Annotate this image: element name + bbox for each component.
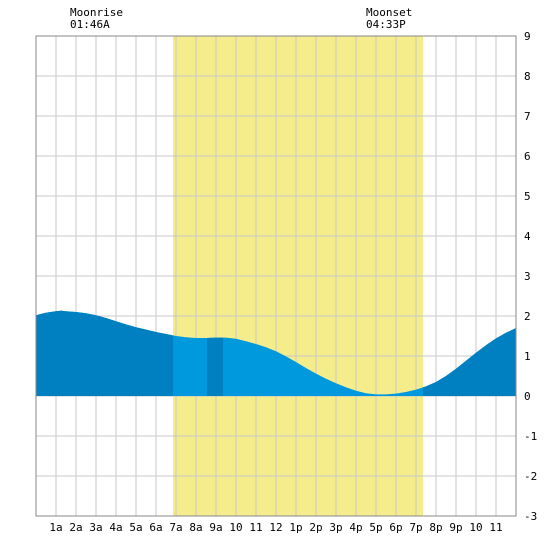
plot-border bbox=[35, 35, 517, 517]
x-tick-label-5: 6a bbox=[149, 521, 162, 534]
x-tick-label-15: 4p bbox=[349, 521, 362, 534]
x-axis-ticks: 1a 2a 3a 4a 5a 6a 7a 8a 9a 10 11 12 1p 2p 3p 4p 5p 6p 7p 8p… bbox=[49, 521, 502, 534]
tide-shade-band-2 bbox=[36, 310, 63, 396]
y-tick-label-10: 7 bbox=[524, 110, 531, 123]
x-tick-label-12: 1p bbox=[289, 521, 302, 534]
x-tick-label-4: 5a bbox=[129, 521, 142, 534]
x-tick-label-14: 3p bbox=[329, 521, 342, 534]
y-tick-label-6: 3 bbox=[524, 270, 531, 283]
x-tick-label-21: 10 bbox=[469, 521, 482, 534]
x-tick-label-1: 2a bbox=[69, 521, 82, 534]
y-tick-label-12: 9 bbox=[524, 30, 531, 43]
x-tick-label-16: 5p bbox=[369, 521, 382, 534]
x-tick-label-6: 7a bbox=[169, 521, 182, 534]
x-tick-label-11: 12 bbox=[269, 521, 282, 534]
x-tick-label-22: 11 bbox=[489, 521, 502, 534]
y-tick-label-8: 5 bbox=[524, 190, 531, 203]
y-tick-label-7: 4 bbox=[524, 230, 531, 243]
y-tick-label-5: 2 bbox=[524, 310, 531, 323]
x-tick-label-13: 2p bbox=[309, 521, 322, 534]
y-tick-label-1: -2 bbox=[524, 470, 537, 483]
y-tick-label-4: 1 bbox=[524, 350, 531, 363]
x-tick-label-7: 8a bbox=[189, 521, 202, 534]
x-tick-label-0: 1a bbox=[49, 521, 62, 534]
x-tick-label-2: 3a bbox=[89, 521, 102, 534]
y-tick-label-0: -3 bbox=[524, 510, 537, 523]
y-tick-label-11: 8 bbox=[524, 70, 531, 83]
x-tick-label-19: 8p bbox=[429, 521, 442, 534]
x-tick-label-8: 9a bbox=[209, 521, 222, 534]
moonrise-time: 01:46A bbox=[70, 18, 110, 31]
y-tick-label-3: 0 bbox=[524, 390, 531, 403]
y-axis-ticks: -3 -2 -1 0 1 2 3 4 5 6 7 8 9 bbox=[524, 30, 537, 523]
y-tick-label-2: -1 bbox=[524, 430, 537, 443]
x-tick-label-9: 10 bbox=[229, 521, 242, 534]
x-tick-label-17: 6p bbox=[389, 521, 402, 534]
x-tick-label-10: 11 bbox=[249, 521, 262, 534]
y-tick-label-9: 6 bbox=[524, 150, 531, 163]
x-tick-label-3: 4a bbox=[109, 521, 122, 534]
x-tick-label-20: 9p bbox=[449, 521, 462, 534]
moonrise-label: Moonrise bbox=[70, 6, 123, 19]
moonset-label: Moonset bbox=[366, 6, 412, 19]
x-tick-label-18: 7p bbox=[409, 521, 422, 534]
moonset-time: 04:33P bbox=[366, 18, 406, 31]
